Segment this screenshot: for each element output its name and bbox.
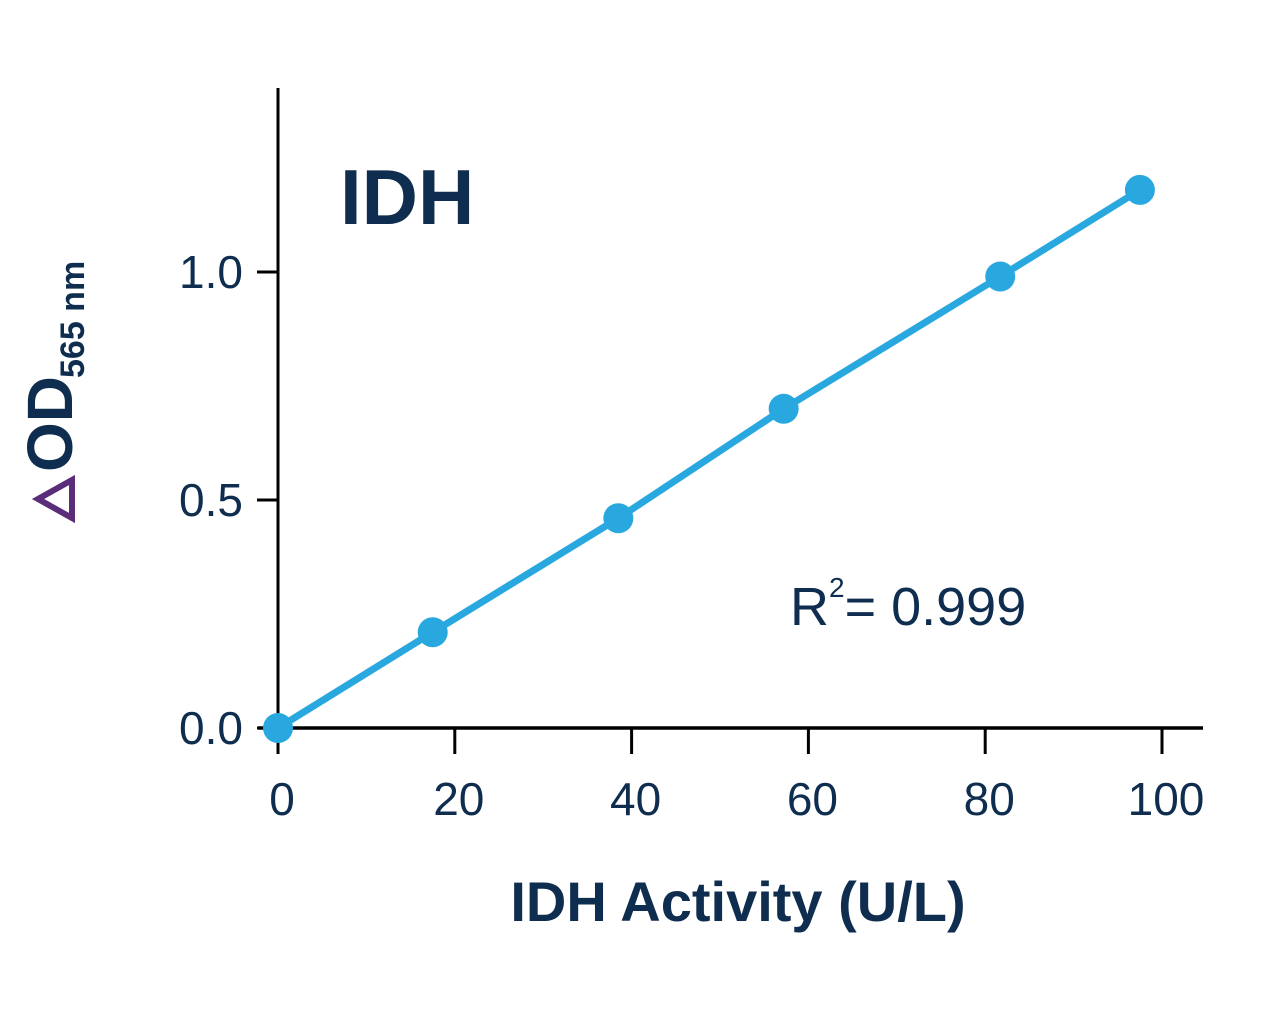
y-axis-label-subscript: 565 nm [54, 261, 92, 378]
chart-title: IDH [340, 153, 474, 241]
delta-icon [31, 474, 75, 524]
data-point [263, 713, 293, 743]
data-series [263, 174, 1155, 743]
series-line [274, 186, 1144, 732]
x-tick-label: 20 [433, 773, 484, 825]
r-squared-annotation: R2= 0.999 [790, 572, 1026, 637]
data-point [603, 503, 634, 534]
y-axis-label: OD 565 nm [14, 261, 92, 524]
y-axis-label-main: OD [14, 376, 86, 472]
x-axis-label: IDH Activity (U/L) [510, 870, 965, 933]
y-tick-label: 1.0 [179, 246, 243, 298]
axes: 0.0 0.5 1.0 0 20 40 60 80 100 [179, 88, 1204, 825]
y-tick-label: 0.5 [179, 474, 243, 526]
x-tick-label: 60 [787, 773, 838, 825]
y-tick-label: 0.0 [179, 702, 243, 754]
x-tick-label: 40 [610, 773, 661, 825]
x-tick-label: 100 [1128, 773, 1205, 825]
x-tick-label: 80 [964, 773, 1015, 825]
data-point [417, 617, 448, 648]
data-point [1124, 174, 1155, 205]
x-tick-label: 0 [269, 773, 295, 825]
x-ticks: 0 20 40 60 80 100 [269, 728, 1204, 825]
data-point [985, 261, 1016, 292]
data-point [768, 393, 799, 424]
y-ticks: 0.0 0.5 1.0 [179, 246, 278, 754]
